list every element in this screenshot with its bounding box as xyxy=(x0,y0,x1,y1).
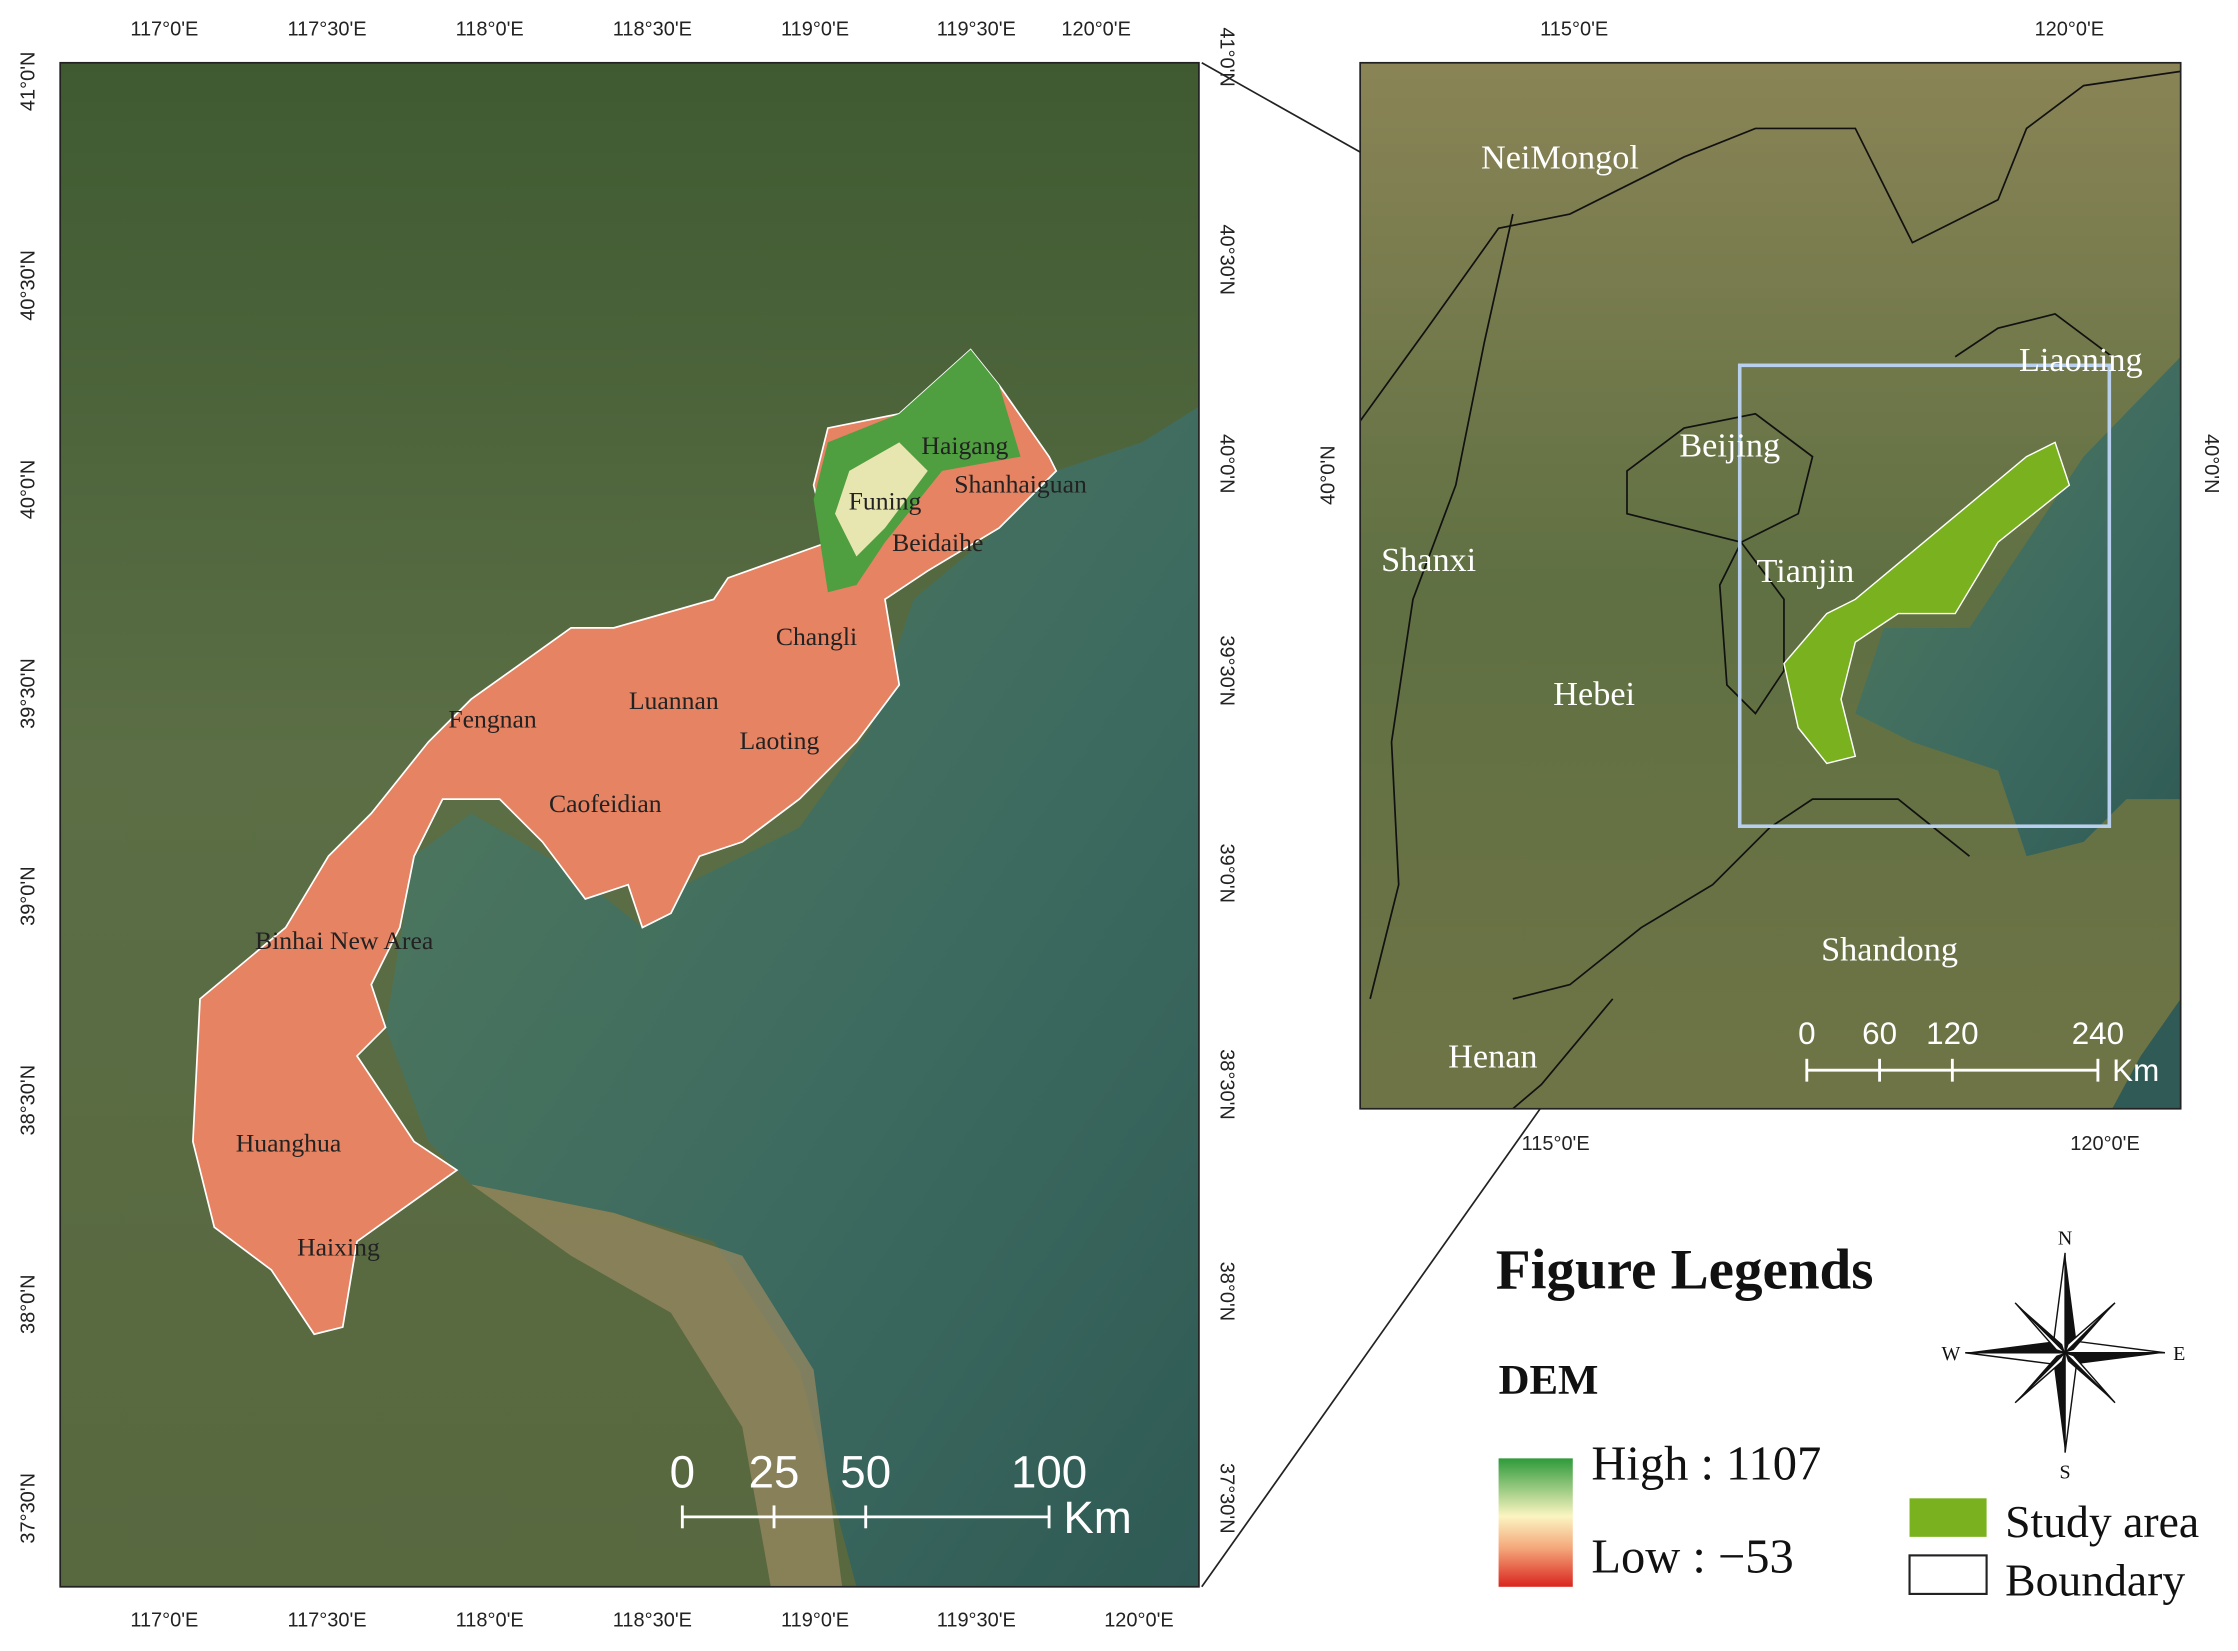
dem-title: DEM xyxy=(1499,1357,1599,1404)
place-label: Shandong xyxy=(1821,930,1958,968)
scale-label: 50 xyxy=(840,1447,891,1498)
scale-label: 120 xyxy=(1926,1016,1978,1051)
river-plume xyxy=(471,1184,843,1587)
place-label: Haixing xyxy=(297,1233,380,1262)
compass-n: N xyxy=(2058,1227,2072,1249)
place-label: Beijing xyxy=(1679,427,1780,465)
lat-label: 40°30'N xyxy=(1215,224,1237,295)
boundaries xyxy=(1359,70,2181,1110)
dem-low: Low : −53 xyxy=(1591,1531,1793,1584)
lon-label: 115°0'E xyxy=(1540,19,1608,41)
left-map xyxy=(59,61,1200,1588)
lat-label: 38°30'N xyxy=(18,1065,40,1136)
lon-label: 119°0'E xyxy=(781,19,849,41)
scale-label: 240 xyxy=(2072,1016,2124,1051)
dem-high: High : 1107 xyxy=(1591,1438,1821,1491)
lon-label: 120°0'E xyxy=(2070,1133,2140,1155)
place-label: Huanghua xyxy=(236,1129,342,1158)
scale-label: 0 xyxy=(670,1447,695,1498)
lon-label: 120°0'E xyxy=(1061,19,1131,41)
study-area-swatch xyxy=(1909,1498,1987,1537)
place-label: Binhai New Area xyxy=(255,926,434,955)
lon-label: 118°0'E xyxy=(456,19,524,41)
lon-label: 117°30'E xyxy=(287,1610,366,1632)
lat-label: 39°0'N xyxy=(18,866,40,926)
scale-unit: Km xyxy=(1063,1492,1131,1543)
place-label: Changli xyxy=(776,622,857,651)
lat-label: 37°30'N xyxy=(18,1473,40,1544)
scale-label: 0 xyxy=(1798,1016,1815,1051)
place-label: Luannan xyxy=(629,686,719,715)
place-label: Beidaihe xyxy=(892,528,983,557)
lon-label: 115°0'E xyxy=(1522,1133,1590,1155)
sea xyxy=(385,406,1199,1587)
compass-w: W xyxy=(1941,1343,1960,1365)
lon-label: 118°0'E xyxy=(456,1610,524,1632)
legend: Figure Legends DEM High : 1107 Low : −53… xyxy=(1496,1227,2199,1605)
scale-label: 100 xyxy=(1011,1447,1087,1498)
lat-label: 40°0'N xyxy=(1215,434,1237,494)
lat-label: 38°0'N xyxy=(1215,1262,1237,1322)
frame xyxy=(1359,61,2182,1110)
lat-label: 39°30'N xyxy=(1215,635,1237,706)
boundary-label: Boundary xyxy=(2005,1554,2185,1605)
lat-label: 40°0'N xyxy=(18,460,40,520)
place-label: Caofeidian xyxy=(549,789,662,818)
lat-label: 41°0'N xyxy=(18,52,40,112)
extent-box xyxy=(1737,363,2112,828)
lon-label: 119°0'E xyxy=(781,1610,849,1632)
lon-label: 117°30'E xyxy=(287,19,366,41)
study-area-label: Study area xyxy=(2005,1496,2199,1547)
lon-label: 118°30'E xyxy=(613,19,692,41)
legend-title: Figure Legends xyxy=(1496,1239,1874,1302)
lat-label: 39°0'N xyxy=(1215,844,1237,904)
lat-label: 40°0'N xyxy=(2200,434,2222,494)
compass: N S E W xyxy=(1941,1227,2185,1483)
lat-label: 41°0'N xyxy=(1215,27,1237,87)
study-area xyxy=(192,348,1058,1336)
lon-label: 120°0'E xyxy=(1104,1610,1174,1632)
place-label: Haigang xyxy=(921,431,1008,460)
place-label: Liaoning xyxy=(2019,341,2143,379)
dem-mid xyxy=(835,442,928,557)
place-label: Fengnan xyxy=(448,705,537,734)
lat-label: 38°30'N xyxy=(1215,1049,1237,1120)
place-label: Laoting xyxy=(739,726,819,755)
place-label: Tianjin xyxy=(1757,552,1855,590)
scale-label: 25 xyxy=(749,1447,800,1498)
lon-label: 120°0'E xyxy=(2035,19,2105,41)
lat-label: 37°30'N xyxy=(1215,1463,1237,1534)
lat-label: 39°30'N xyxy=(18,658,40,729)
compass-s: S xyxy=(2060,1461,2071,1483)
lon-label: 117°0'E xyxy=(130,19,198,41)
compass-e: E xyxy=(2173,1343,2185,1365)
place-label: Shanxi xyxy=(1381,541,1476,579)
right-map xyxy=(1359,61,2182,1110)
boundary-swatch xyxy=(1908,1554,1988,1595)
place-label: Henan xyxy=(1448,1037,1537,1075)
place-label: Hebei xyxy=(1553,675,1635,713)
lat-label: 40°30'N xyxy=(18,250,40,321)
lon-label: 119°30'E xyxy=(937,1610,1016,1632)
scale-label: 60 xyxy=(1862,1016,1897,1051)
place-label: Shanhaiguan xyxy=(954,469,1087,498)
lat-label: 40°0'N xyxy=(1317,445,1339,505)
lon-label: 117°0'E xyxy=(130,1610,198,1632)
lon-label: 119°30'E xyxy=(937,19,1016,41)
place-label: Funing xyxy=(849,486,922,515)
dem-ramp xyxy=(1498,1458,1573,1587)
study-area xyxy=(1783,441,2071,765)
sea xyxy=(1855,356,2181,857)
scale-unit: Km xyxy=(2112,1053,2159,1088)
frame xyxy=(59,61,1200,1588)
lat-label: 38°0'N xyxy=(18,1274,40,1334)
place-label: NeiMongol xyxy=(1481,138,1639,176)
lon-label: 118°30'E xyxy=(613,1610,692,1632)
sea xyxy=(2112,998,2181,1109)
